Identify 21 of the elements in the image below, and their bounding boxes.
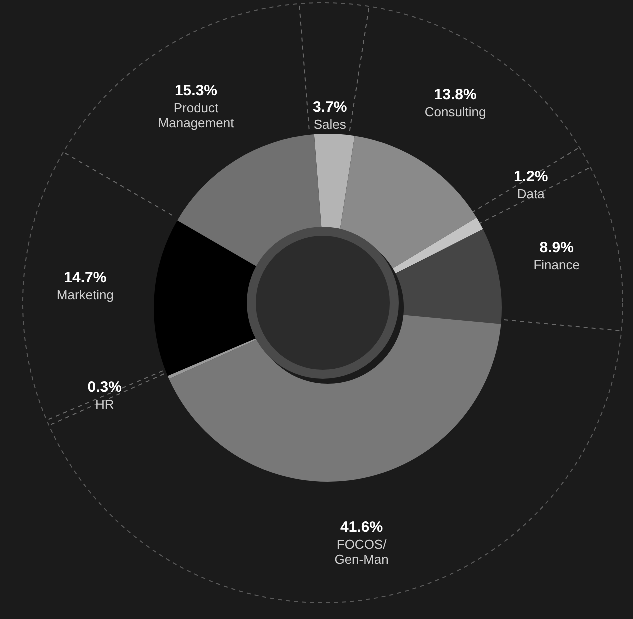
slice-label: Marketing — [56, 287, 114, 302]
data-label: 41.6% — [340, 518, 384, 536]
data-label: 0.3% — [88, 379, 122, 396]
data-label: 14.7% — [64, 269, 107, 286]
slice-label: Data — [517, 186, 546, 202]
data-label: 3.7% — [312, 99, 348, 116]
data-label: 8.9% — [540, 240, 574, 257]
donut-slice — [396, 229, 502, 324]
data-label: 1.2% — [514, 168, 548, 186]
slice-label: Product Management — [158, 100, 235, 131]
donut-slice — [393, 218, 484, 274]
donut-slice — [169, 315, 502, 482]
data-label: 13.8% — [434, 86, 477, 104]
donut-slice — [340, 136, 477, 269]
slice-label: HR — [95, 397, 114, 412]
slice-label: Sales — [314, 117, 347, 132]
slice-label: Finance — [534, 258, 580, 273]
slice-label: FOCOS/ Gen-Man — [334, 536, 389, 567]
slice-label: Consulting — [424, 104, 486, 120]
donut-slice — [168, 338, 259, 380]
data-label: 15.3% — [174, 82, 218, 100]
